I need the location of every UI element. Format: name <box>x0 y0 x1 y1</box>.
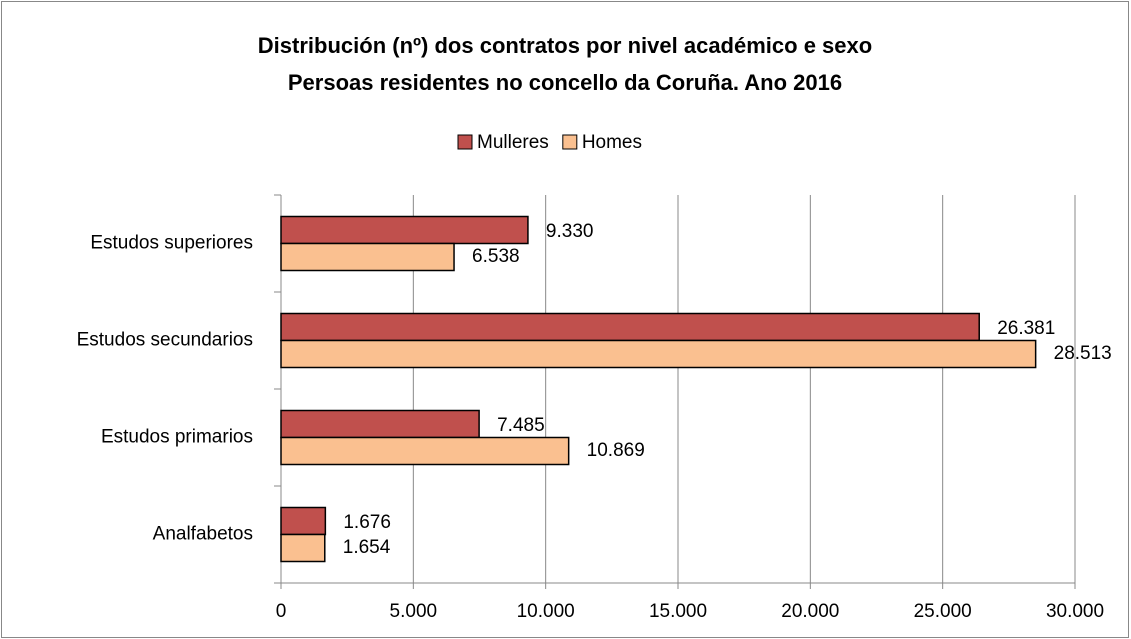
bar <box>280 409 480 439</box>
y-tick-label: Estudos secundarios <box>77 330 253 351</box>
data-label: 7.485 <box>497 415 545 436</box>
legend-label: Homes <box>582 132 642 153</box>
x-tick-label: 10.000 <box>517 601 575 622</box>
data-label: 10.869 <box>587 440 645 461</box>
legend-swatch <box>457 134 473 150</box>
x-tick-label: 15.000 <box>649 601 707 622</box>
bar <box>280 436 570 466</box>
data-label: 6.538 <box>472 246 520 267</box>
data-label: 28.513 <box>1054 343 1112 364</box>
x-tick-label: 20.000 <box>781 601 839 622</box>
bar <box>280 339 1037 369</box>
x-tick-label: 0 <box>276 601 287 622</box>
chart-subtitle: Persoas residentes no concello da Coruña… <box>288 70 842 95</box>
x-tick-label: 25.000 <box>914 601 972 622</box>
bar <box>280 533 326 563</box>
bar <box>280 506 327 536</box>
legend-swatch <box>562 134 578 150</box>
bar <box>280 312 980 342</box>
data-label: 1.654 <box>343 537 391 558</box>
bar <box>280 242 455 272</box>
y-tick-label: Estudos superiores <box>90 233 253 254</box>
bar <box>280 215 529 245</box>
data-label: 1.676 <box>343 512 391 533</box>
legend-label: Mulleres <box>477 132 549 153</box>
x-tick-label: 5.000 <box>390 601 438 622</box>
data-label: 9.330 <box>546 221 594 242</box>
data-label: 26.381 <box>997 318 1055 339</box>
x-tick-label: 30.000 <box>1046 601 1104 622</box>
chart-title: Distribución (nº) dos contratos por nive… <box>258 33 872 58</box>
y-tick-label: Analfabetos <box>153 524 253 545</box>
y-tick-label: Estudos primarios <box>101 427 253 448</box>
